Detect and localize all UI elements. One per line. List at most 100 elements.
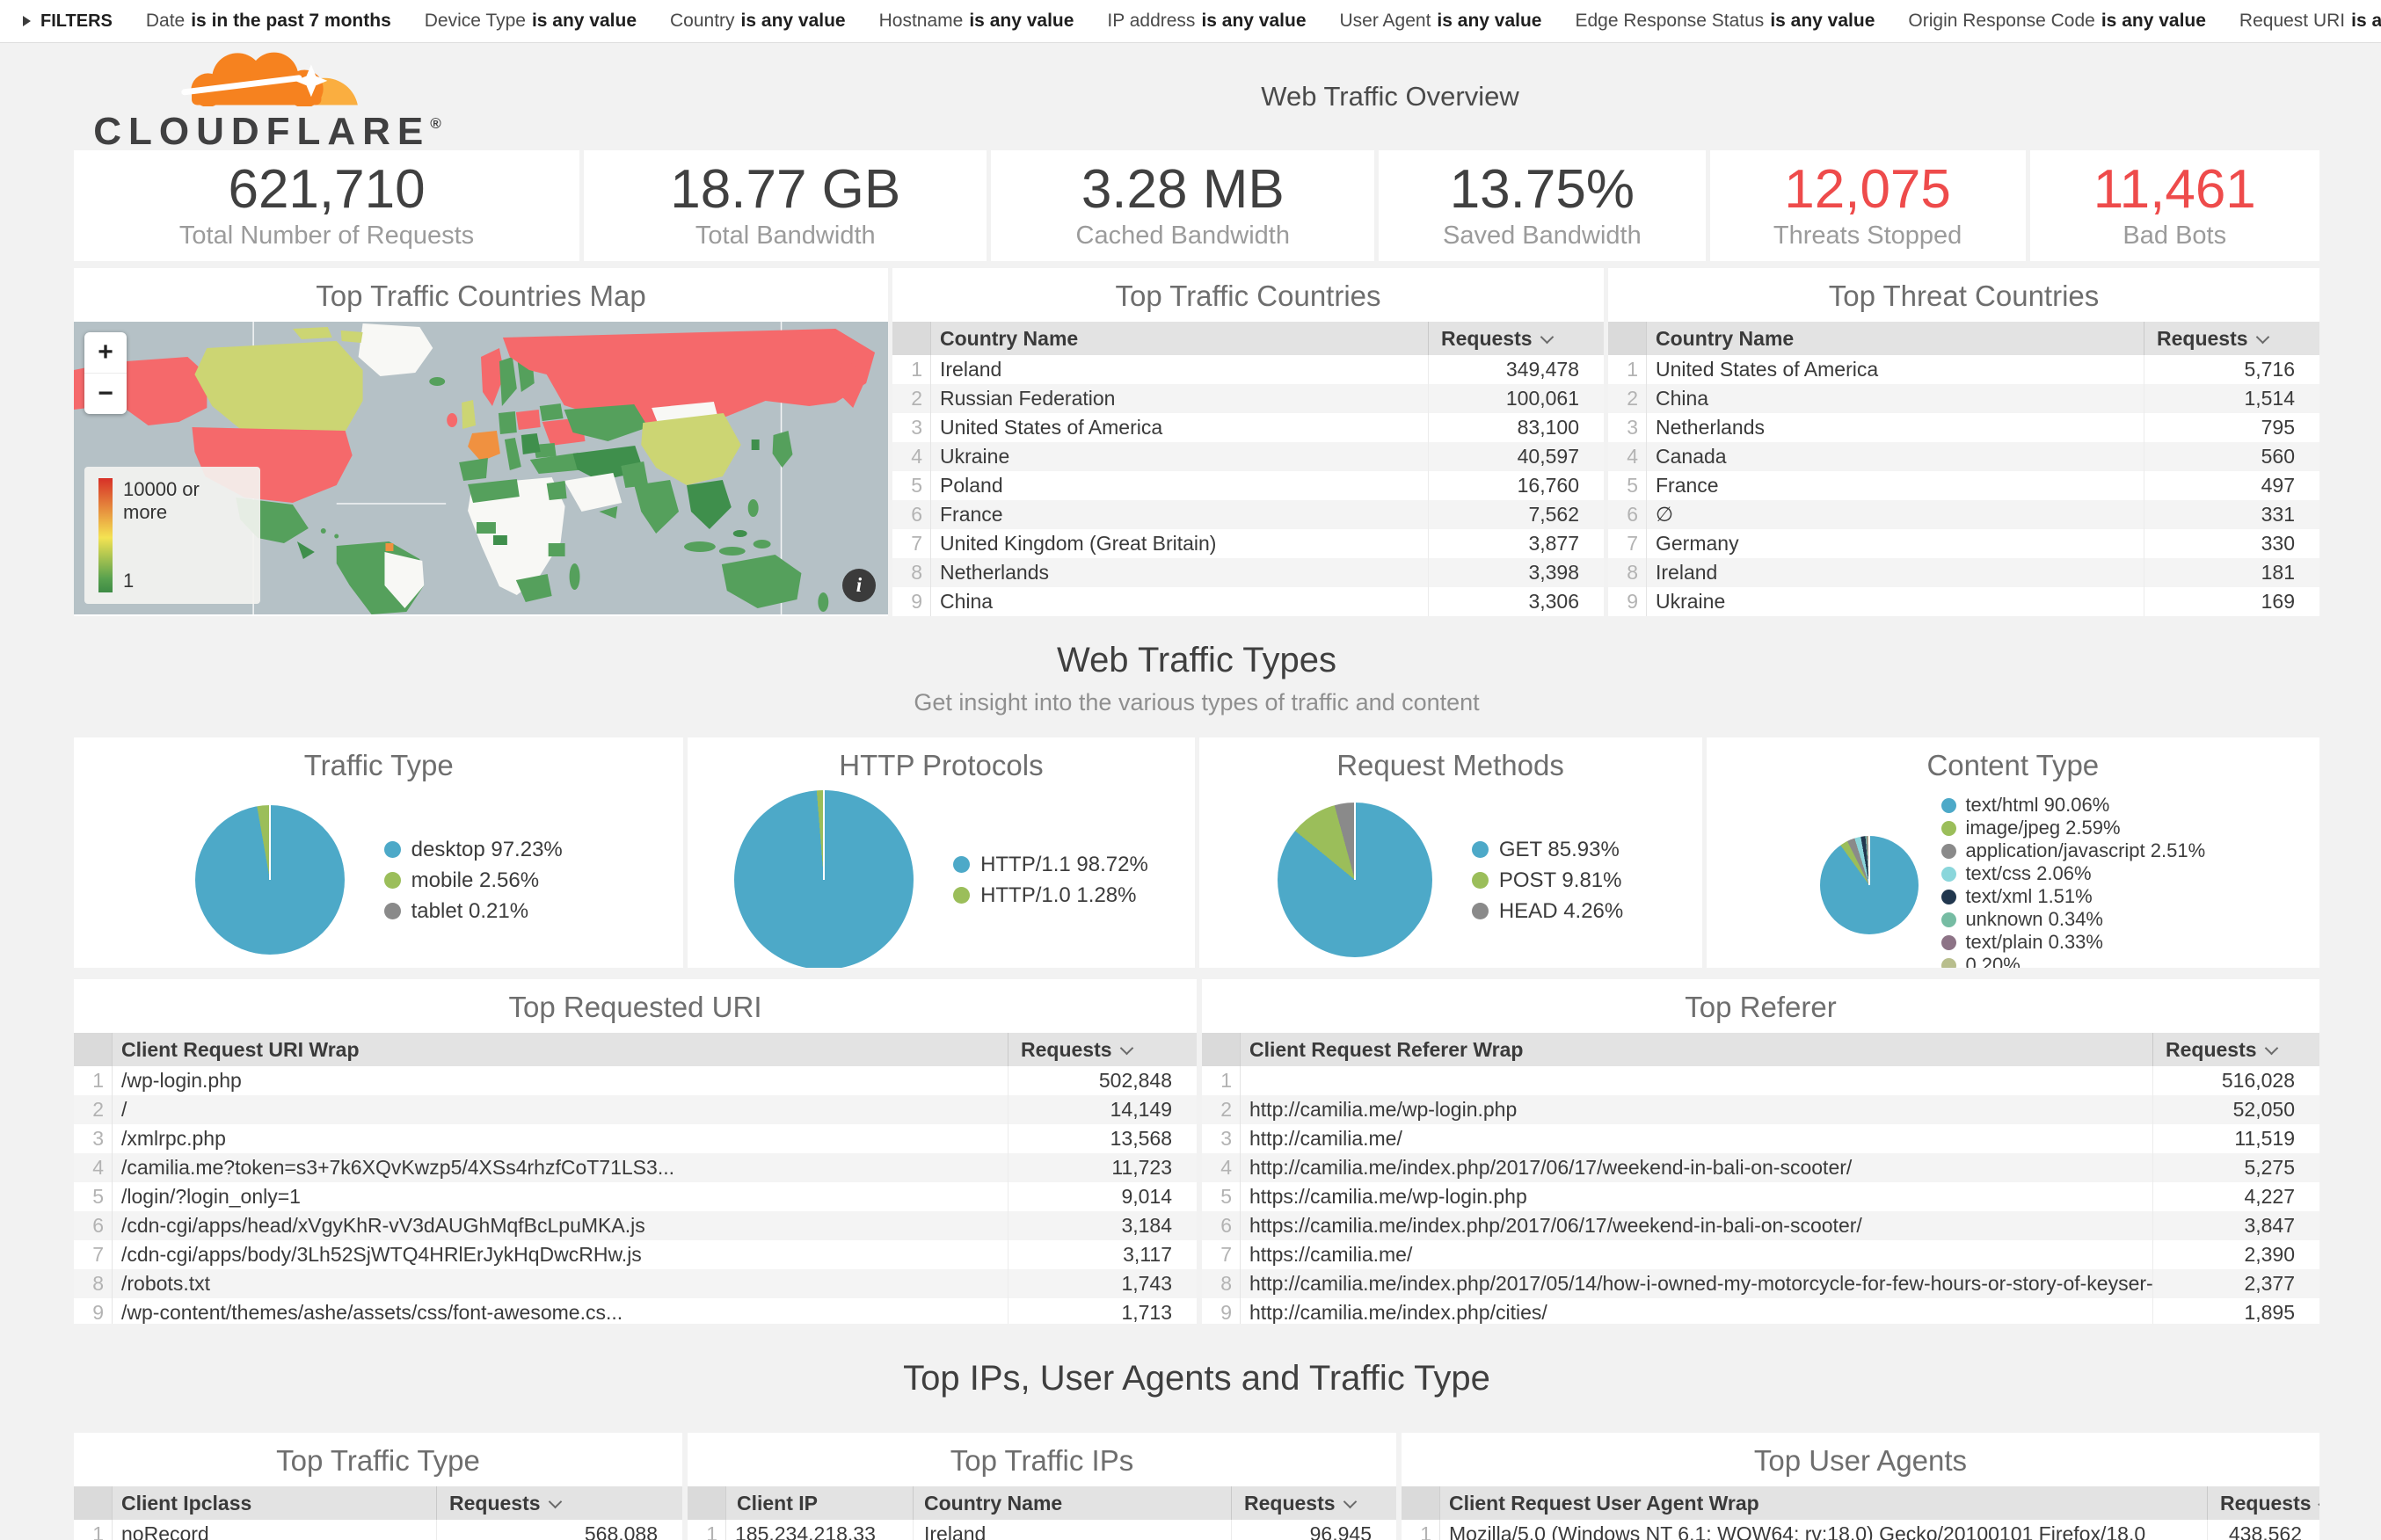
table-row[interactable]: 8/robots.txt 1,743 xyxy=(74,1269,1197,1298)
table-row[interactable]: 8 http://camilia.me/index.php/2017/05/14/… xyxy=(1202,1269,2319,1298)
map-zoom-out-button[interactable]: − xyxy=(84,373,127,414)
table-row[interactable]: 1 185.234.218.33 Ireland 96,945 xyxy=(688,1520,1396,1540)
table-row[interactable]: 3 Netherlands 795 xyxy=(1608,413,2319,442)
map-info-button[interactable]: i xyxy=(842,569,876,602)
filter-chip[interactable]: Origin Response Code is any value xyxy=(1908,11,2206,32)
http-protocols-pie-chart[interactable] xyxy=(734,790,914,968)
legend-item[interactable]: HEAD 4.26% xyxy=(1471,896,1623,926)
legend-item[interactable]: text/plain 0.33% xyxy=(1941,931,2205,954)
table-row[interactable]: 8 Ireland 181 xyxy=(1608,558,2319,587)
table-row[interactable]: 6/cdn-cgi/apps/head/xVgyKhR-vV3dAUGhMqfB… xyxy=(74,1211,1197,1240)
world-map[interactable]: + − 10000 or more 1 i xyxy=(74,322,888,614)
table-row[interactable]: 1 noRecord 568,088 xyxy=(74,1520,682,1540)
legend-item[interactable]: HTTP/1.1 98.72% xyxy=(953,849,1148,880)
table-row[interactable]: 2 / 14,149 xyxy=(74,1095,1197,1124)
table-row[interactable]: 9/wp-content/themes/ashe/assets/css/font… xyxy=(74,1298,1197,1324)
table-row[interactable]: 9 Ukraine 169 xyxy=(1608,587,2319,616)
requests-column-header[interactable]: Requests xyxy=(2144,322,2319,355)
table-row[interactable]: 1 Mozilla/5.0 (Windows NT 6.1; WOW64; rv:… xyxy=(1402,1520,2319,1540)
table-row[interactable]: 7 United Kingdom (Great Britain) 3,877 xyxy=(892,529,1604,558)
table-row[interactable]: 3/xmlrpc.php 13,568 xyxy=(74,1124,1197,1153)
table-row[interactable]: 3 http://camilia.me/11,519 xyxy=(1202,1124,2319,1153)
filters-toggle[interactable]: FILTERS xyxy=(23,11,113,32)
table-row[interactable]: 4 Ukraine 40,597 xyxy=(892,442,1604,471)
legend-item[interactable]: mobile 2.56% xyxy=(383,865,563,896)
requests-column-header[interactable]: Requests xyxy=(1231,1486,1396,1520)
table-row[interactable]: 6 France 7,562 xyxy=(892,500,1604,529)
requests-column-header[interactable]: Requests xyxy=(1008,1033,1197,1066)
kpi-card[interactable]: 12,075 Threats Stopped xyxy=(1709,150,2026,261)
panel-top-traffic-ips: Top Traffic IPs Client IP Country Name R… xyxy=(688,1433,1396,1540)
table-row[interactable]: 5/login/?login_only=1 9,014 xyxy=(74,1182,1197,1211)
table-cell: Ukraine xyxy=(940,445,1010,468)
table-row[interactable]: 8 Netherlands 3,398 xyxy=(892,558,1604,587)
requests-column-header[interactable]: Requests xyxy=(436,1486,682,1520)
filter-chip[interactable]: Device Type is any value xyxy=(425,11,637,32)
legend-swatch-icon xyxy=(1941,912,1957,927)
table-row[interactable]: 7/cdn-cgi/apps/body/3Lh52SjWTQ4HRlErJykH… xyxy=(74,1240,1197,1269)
table-row[interactable]: 1 United States of America 5,716 xyxy=(1608,355,2319,384)
panel-request-methods-pie: Request Methods GET 85.93% POST 9.81% HEAD… xyxy=(1198,737,1702,968)
filter-chip[interactable]: Date is in the past 7 months xyxy=(146,11,391,32)
table-row[interactable]: 1 Ireland 349,478 xyxy=(892,355,1604,384)
filter-chip[interactable]: User Agent is any value xyxy=(1340,11,1542,32)
legend-item[interactable]: HTTP/1.0 1.28% xyxy=(953,880,1148,911)
table-row[interactable]: 9 China 3,306 xyxy=(892,587,1604,616)
table-cell: /cdn-cgi/apps/head/xVgyKhR-vV3dAUGhMqfBc… xyxy=(121,1214,645,1237)
legend-item[interactable]: image/jpeg 2.59% xyxy=(1941,817,2205,839)
table-row[interactable]: 3 United States of America 83,100 xyxy=(892,413,1604,442)
legend-item[interactable]: application/javascript 2.51% xyxy=(1941,839,2205,862)
table-row[interactable]: 4 Canada 560 xyxy=(1608,442,2319,471)
table-row[interactable]: 7 https://camilia.me/2,390 xyxy=(1202,1240,2319,1269)
legend-item[interactable]: text/html 90.06% xyxy=(1941,794,2205,817)
legend-item[interactable]: tablet 0.21% xyxy=(383,896,563,926)
legend-label: HTTP/1.0 1.28% xyxy=(980,883,1137,907)
legend-item[interactable]: text/xml 1.51% xyxy=(1941,885,2205,908)
table-row[interactable]: 2 China 1,514 xyxy=(1608,384,2319,413)
table-row[interactable]: 4/camilia.me?token=s3+7k6XQvKwzp5/4XSs4r… xyxy=(74,1153,1197,1182)
table-cell: 5 xyxy=(892,471,931,500)
kpi-card[interactable]: 11,461 Bad Bots xyxy=(2029,150,2320,261)
requests-column-header[interactable]: Requests xyxy=(2207,1486,2319,1520)
legend-item[interactable]: POST 9.81% xyxy=(1471,865,1623,896)
legend-item[interactable]: desktop 97.23% xyxy=(383,834,563,865)
filter-chip[interactable]: Hostname is any value xyxy=(879,11,1074,32)
table-row[interactable]: 5 https://camilia.me/wp-login.php 4,227 xyxy=(1202,1182,2319,1211)
table-row[interactable]: 1/wp-login.php 502,848 xyxy=(74,1066,1197,1095)
filter-condition: is any value xyxy=(969,11,1074,31)
table-row[interactable]: 4 http://camilia.me/index.php/2017/06/17/… xyxy=(1202,1153,2319,1182)
kpi-card[interactable]: 3.28 MB Cached Bandwidth xyxy=(991,150,1375,261)
kpi-value: 621,710 xyxy=(228,159,426,220)
traffic-type-pie-chart[interactable] xyxy=(194,805,345,955)
legend-item[interactable]: GET 85.93% xyxy=(1471,834,1623,865)
table-cell: 1 xyxy=(1608,355,1647,384)
table-row[interactable]: 2 http://camilia.me/wp-login.php 52,050 xyxy=(1202,1095,2319,1124)
table-cell: 100,061 xyxy=(1428,384,1604,413)
kpi-card[interactable]: 18.77 GB Total Bandwidth xyxy=(584,150,987,261)
table-cell: http://camilia.me/index.php/cities/ xyxy=(1249,1301,1547,1324)
kpi-card[interactable]: 13.75% Saved Bandwidth xyxy=(1379,150,1706,261)
table-row[interactable]: 5 Poland 16,760 xyxy=(892,471,1604,500)
table-row[interactable]: 2 Russian Federation 100,061 xyxy=(892,384,1604,413)
legend-item[interactable]: text/css 2.06% xyxy=(1941,862,2205,885)
filter-chip[interactable]: Country is any value xyxy=(670,11,846,32)
table-row[interactable]: 9 http://camilia.me/index.php/cities/1,89… xyxy=(1202,1298,2319,1324)
legend-item[interactable]: unknown 0.34% xyxy=(1941,908,2205,931)
filter-chip[interactable]: IP address is any value xyxy=(1107,11,1306,32)
requests-column-header[interactable]: Requests xyxy=(2152,1033,2319,1066)
kpi-card[interactable]: 621,710 Total Number of Requests xyxy=(74,150,580,261)
table-cell: 11,723 xyxy=(1008,1153,1197,1182)
legend-swatch-icon xyxy=(1941,889,1957,904)
request-methods-pie-chart[interactable] xyxy=(1277,803,1432,957)
content-type-pie-chart[interactable] xyxy=(1820,836,1919,934)
map-zoom-in-button[interactable]: + xyxy=(98,338,113,367)
table-row[interactable]: 6 https://camilia.me/index.php/2017/06/17… xyxy=(1202,1211,2319,1240)
legend-item[interactable]: 0.20% xyxy=(1941,954,2205,968)
filter-chip[interactable]: Edge Response Status is any value xyxy=(1576,11,1875,32)
table-row[interactable]: 6 ∅ 331 xyxy=(1608,500,2319,529)
table-row[interactable]: 5 France 497 xyxy=(1608,471,2319,500)
table-row[interactable]: 1 516,028 xyxy=(1202,1066,2319,1095)
table-row[interactable]: 7 Germany 330 xyxy=(1608,529,2319,558)
requests-column-header[interactable]: Requests xyxy=(1428,322,1604,355)
